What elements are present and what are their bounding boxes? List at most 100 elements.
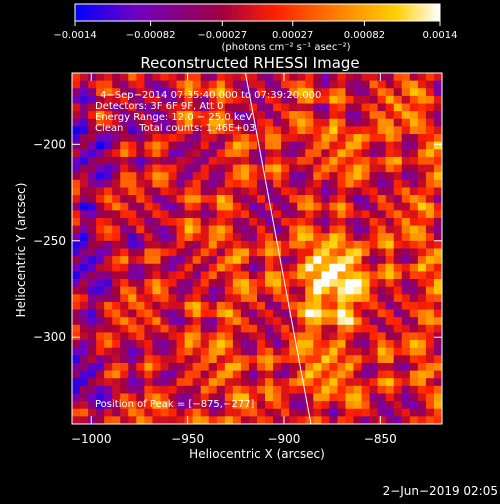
heatmap-cell bbox=[377, 279, 387, 288]
heatmap-cell bbox=[192, 355, 202, 364]
heatmap-cell bbox=[369, 271, 379, 280]
heatmap-cell bbox=[120, 172, 129, 181]
heatmap-cell bbox=[96, 362, 105, 372]
heatmap-cell bbox=[337, 301, 347, 311]
heatmap-cell bbox=[273, 362, 282, 372]
heatmap-cell bbox=[345, 164, 355, 173]
heatmap-cell bbox=[417, 256, 427, 265]
x-axis-ticks: −1000 −950 −900 −850 bbox=[71, 73, 397, 446]
heatmap-cell bbox=[144, 202, 154, 211]
heatmap-cell bbox=[168, 393, 178, 402]
heatmap-cell bbox=[417, 95, 427, 105]
heatmap-cell bbox=[321, 340, 330, 349]
annotation-detectors: Detectors: 3F 6F 9F, Att 0 bbox=[95, 101, 223, 112]
heatmap-cell bbox=[257, 362, 266, 372]
heatmap-cell bbox=[393, 362, 403, 372]
heatmap-cell bbox=[112, 111, 121, 120]
heatmap-cell bbox=[265, 324, 274, 334]
heatmap-cell bbox=[72, 408, 81, 417]
heatmap-cell bbox=[361, 286, 371, 295]
heatmap-cell bbox=[377, 385, 387, 395]
heatmap-cell bbox=[240, 126, 250, 135]
heatmap-cell bbox=[88, 217, 97, 227]
heatmap-cell bbox=[281, 103, 290, 112]
heatmap-cell bbox=[152, 362, 162, 372]
heatmap-cell bbox=[184, 317, 194, 326]
heatmap-cell bbox=[289, 156, 298, 166]
heatmap-cell bbox=[401, 324, 411, 334]
heatmap-cell bbox=[409, 111, 419, 120]
heatmap-cell bbox=[216, 286, 226, 295]
heatmap-cell bbox=[88, 172, 97, 181]
heatmap-cell bbox=[104, 172, 113, 181]
heatmap-cell bbox=[176, 126, 186, 135]
heatmap-cell bbox=[168, 286, 178, 295]
heatmap-cell bbox=[120, 225, 129, 234]
heatmap-cell bbox=[281, 332, 290, 341]
heatmap-cell bbox=[208, 279, 218, 288]
heatmap-cell bbox=[401, 80, 411, 89]
heatmap-cell bbox=[128, 256, 137, 265]
heatmap-cell bbox=[361, 126, 371, 135]
heatmap-cell bbox=[433, 172, 442, 181]
heatmap-cell bbox=[192, 362, 202, 372]
heatmap-cell bbox=[345, 271, 355, 280]
heatmap-cell bbox=[216, 217, 226, 227]
heatmap-cell bbox=[329, 286, 339, 295]
heatmap-cell bbox=[224, 240, 234, 250]
heatmap-cell bbox=[192, 301, 202, 311]
heatmap-cell bbox=[80, 118, 89, 128]
heatmap-cell bbox=[281, 385, 290, 395]
heatmap-cell bbox=[305, 202, 314, 211]
heatmap-cell bbox=[176, 347, 186, 356]
heatmap-cell bbox=[144, 362, 154, 372]
heatmap-cell bbox=[273, 164, 282, 173]
heatmap-cell bbox=[345, 179, 355, 189]
heatmap-cell bbox=[152, 80, 162, 89]
heatmap-cell bbox=[160, 370, 170, 379]
heatmap-cell bbox=[433, 401, 442, 410]
heatmap-cell bbox=[297, 271, 306, 280]
heatmap-cell bbox=[176, 164, 186, 173]
annotation-time-range: 4−Sep−2014 07:35:40.000 to 07:39:20.000 bbox=[100, 90, 321, 101]
heatmap-cell bbox=[224, 233, 234, 242]
heatmap-cell bbox=[168, 111, 178, 120]
heatmap-cell bbox=[297, 233, 306, 242]
heatmap-cell bbox=[232, 134, 242, 143]
heatmap-cell bbox=[377, 88, 387, 97]
heatmap-cell bbox=[361, 370, 371, 379]
heatmap-cell bbox=[240, 271, 250, 280]
heatmap-cell bbox=[433, 332, 442, 341]
heatmap-cell bbox=[305, 301, 314, 311]
heatmap-cell bbox=[216, 141, 226, 150]
heatmap-cell bbox=[377, 80, 387, 89]
heatmap-cell bbox=[273, 95, 282, 105]
heatmap-cell bbox=[80, 256, 89, 265]
heatmap-cell bbox=[128, 80, 137, 89]
heatmap-cell bbox=[385, 309, 395, 318]
heatmap-cell bbox=[257, 187, 266, 196]
heatmap-cell bbox=[80, 80, 89, 89]
heatmap-cell bbox=[345, 240, 355, 250]
heatmap-cell bbox=[369, 149, 379, 158]
heatmap-cell bbox=[369, 385, 379, 395]
heatmap-cell bbox=[369, 393, 379, 402]
heatmap-cell bbox=[200, 416, 210, 424]
heatmap-cell bbox=[128, 141, 137, 150]
heatmap-cell bbox=[377, 332, 387, 341]
heatmap-cell bbox=[96, 111, 105, 120]
heatmap-cell bbox=[337, 340, 347, 349]
heatmap-cell bbox=[128, 225, 137, 234]
heatmap-cell bbox=[72, 301, 81, 311]
heatmap-cell bbox=[88, 149, 97, 158]
heatmap-cell bbox=[248, 187, 258, 196]
heatmap-cell bbox=[369, 309, 379, 318]
heatmap-cell bbox=[192, 340, 202, 349]
heatmap-cell bbox=[345, 88, 355, 97]
heatmap-cell bbox=[361, 416, 371, 424]
heatmap-cell bbox=[265, 362, 274, 372]
heatmap-cell bbox=[313, 347, 322, 356]
heatmap-cell bbox=[305, 95, 314, 105]
heatmap-cell bbox=[329, 210, 339, 219]
heatmap-cell bbox=[192, 149, 202, 158]
